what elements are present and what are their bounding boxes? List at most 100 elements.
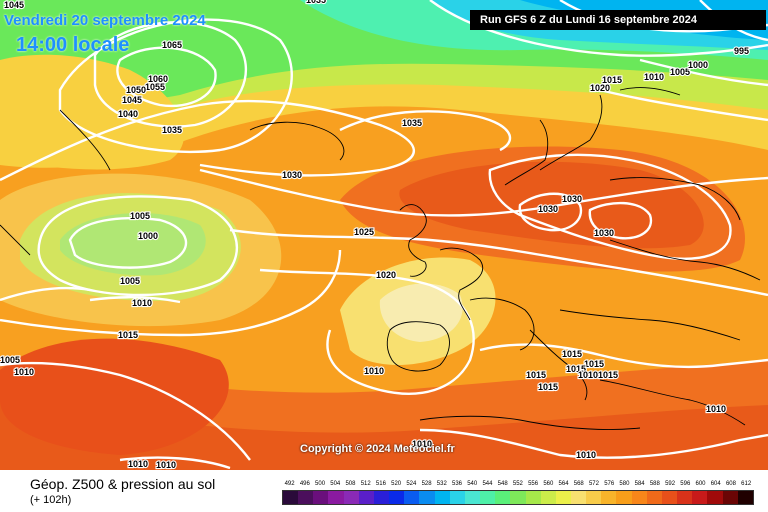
isobar-label: 1010 — [14, 367, 34, 377]
scale-value: 540 — [467, 481, 478, 487]
isobar-label: 1010 — [412, 439, 432, 449]
scale-value: 548 — [497, 481, 508, 487]
isobar-label: 1045 — [122, 95, 142, 105]
scale-swatch — [343, 491, 359, 504]
scale-swatch — [677, 491, 693, 504]
isobar-label: 1015 — [526, 370, 546, 380]
scale-swatch — [373, 491, 390, 504]
scale-value: 604 — [710, 481, 721, 487]
scale-swatch — [495, 491, 511, 504]
scale-value: 564 — [558, 481, 569, 487]
scale-swatch — [692, 491, 708, 504]
scale-swatch — [616, 491, 632, 504]
isobar-label: 1015 — [566, 364, 586, 374]
isobar-label: 1030 — [538, 204, 558, 214]
scale-swatch — [283, 491, 299, 504]
scale-swatch — [601, 491, 617, 504]
coastlines — [0, 87, 761, 431]
field-west-red — [0, 338, 229, 455]
scale-value: 552 — [512, 481, 523, 487]
scale-swatch — [419, 491, 435, 504]
run-info: Run GFS 6 Z du Lundi 16 septembre 2024 — [470, 10, 766, 30]
scale-swatch — [540, 491, 556, 504]
scale-value: 584 — [634, 481, 645, 487]
isobar-label: 1010 — [128, 459, 148, 469]
scale-swatch — [737, 491, 753, 504]
scale-value: 512 — [360, 481, 371, 487]
isobar-label: 1045 — [4, 0, 24, 10]
scale-swatch — [313, 491, 329, 504]
scale-value: 516 — [375, 481, 386, 487]
scale-value: 580 — [619, 481, 630, 487]
scale-value: 544 — [482, 481, 493, 487]
isobar-label: 1005 — [120, 276, 140, 286]
scale-swatch — [555, 491, 571, 504]
isobar-label: 10101015 — [578, 370, 618, 380]
forecast-date: Vendredi 20 septembre 2024 — [4, 12, 206, 29]
scale-value: 600 — [695, 481, 706, 487]
field-iberia-pale — [379, 283, 463, 342]
isobar-label: 1035 — [162, 125, 182, 135]
scale-value: 504 — [330, 481, 341, 487]
color-scale-labels: 492 496 500 504 508 512 516 520 524 528 532 536 540 5… — [282, 480, 754, 489]
isobar-label: 1065 — [162, 40, 182, 50]
isobar-label: 1000 — [688, 60, 708, 70]
scale-swatch — [722, 491, 738, 504]
scale-swatch — [404, 491, 420, 504]
scale-value: 520 — [391, 481, 402, 487]
scale-swatch — [525, 491, 541, 504]
scale-swatch — [328, 491, 344, 504]
field-high-red — [399, 161, 704, 249]
isobar-label-group: 1045 1065 1060 1055 1050 1045 1040 1035 … — [0, 0, 750, 470]
scale-value: 576 — [604, 481, 615, 487]
scale-value: 532 — [436, 481, 447, 487]
scale-value: 556 — [528, 481, 539, 487]
scale-swatch — [661, 491, 678, 504]
scale-value: 612 — [741, 481, 752, 487]
scale-swatch — [434, 491, 450, 504]
product-title: Géop. Z500 & pression au sol — [30, 476, 216, 492]
scale-swatch — [298, 491, 314, 504]
isobar-label: 1005 — [130, 211, 150, 221]
scale-value: 572 — [588, 481, 599, 487]
scale-swatch — [510, 491, 526, 504]
isobar-label: 1040 — [118, 109, 138, 119]
scale-swatch — [646, 491, 662, 504]
isobar-label: 1005 — [0, 355, 20, 365]
scale-swatch — [631, 491, 647, 504]
forecast-time: 14:00 locale — [16, 34, 130, 56]
isobar-label: 1020 — [590, 83, 610, 93]
scale-swatch — [389, 491, 405, 504]
scale-swatch — [570, 491, 587, 504]
scale-value: 500 — [315, 481, 326, 487]
scale-value: 508 — [345, 481, 356, 487]
forecast-hour: (+ 102h) — [30, 494, 72, 506]
field-south-deep — [0, 400, 768, 470]
scale-value: 608 — [725, 481, 736, 487]
isobar-label: 1015 — [538, 382, 558, 392]
scale-swatch — [586, 491, 602, 504]
isobar-label: 1010 — [706, 404, 726, 414]
isobar-label: 1030 — [562, 194, 582, 204]
isobar-label: 1010 — [644, 72, 664, 82]
map-canvas: 1045 1065 1060 1055 1050 1045 1040 1035 … — [0, 0, 768, 470]
isobar-label: 1015 — [118, 330, 138, 340]
isobar-label: 1030 — [594, 228, 614, 238]
isobar-label: 1025 — [354, 227, 374, 237]
isobar-label: 1050 — [126, 85, 146, 95]
weather-map: 1045 1065 1060 1055 1050 1045 1040 1035 … — [0, 0, 768, 470]
isobars — [0, 0, 768, 470]
scale-value: 536 — [452, 481, 463, 487]
isobar-label: 1035 — [306, 0, 326, 5]
scale-swatch — [707, 491, 723, 504]
isobar-label: 1030 — [282, 170, 302, 180]
scale-swatch — [464, 491, 481, 504]
isobar-label: 1010 — [576, 450, 596, 460]
scale-swatch — [480, 491, 496, 504]
isobar-label: 1000 — [138, 231, 158, 241]
scale-value: 560 — [543, 481, 554, 487]
isobar-label: 1055 — [145, 82, 165, 92]
isobar-label: 1015 — [602, 75, 622, 85]
isobar-label: 1010 — [132, 298, 152, 308]
scale-value: 492 — [284, 481, 295, 487]
